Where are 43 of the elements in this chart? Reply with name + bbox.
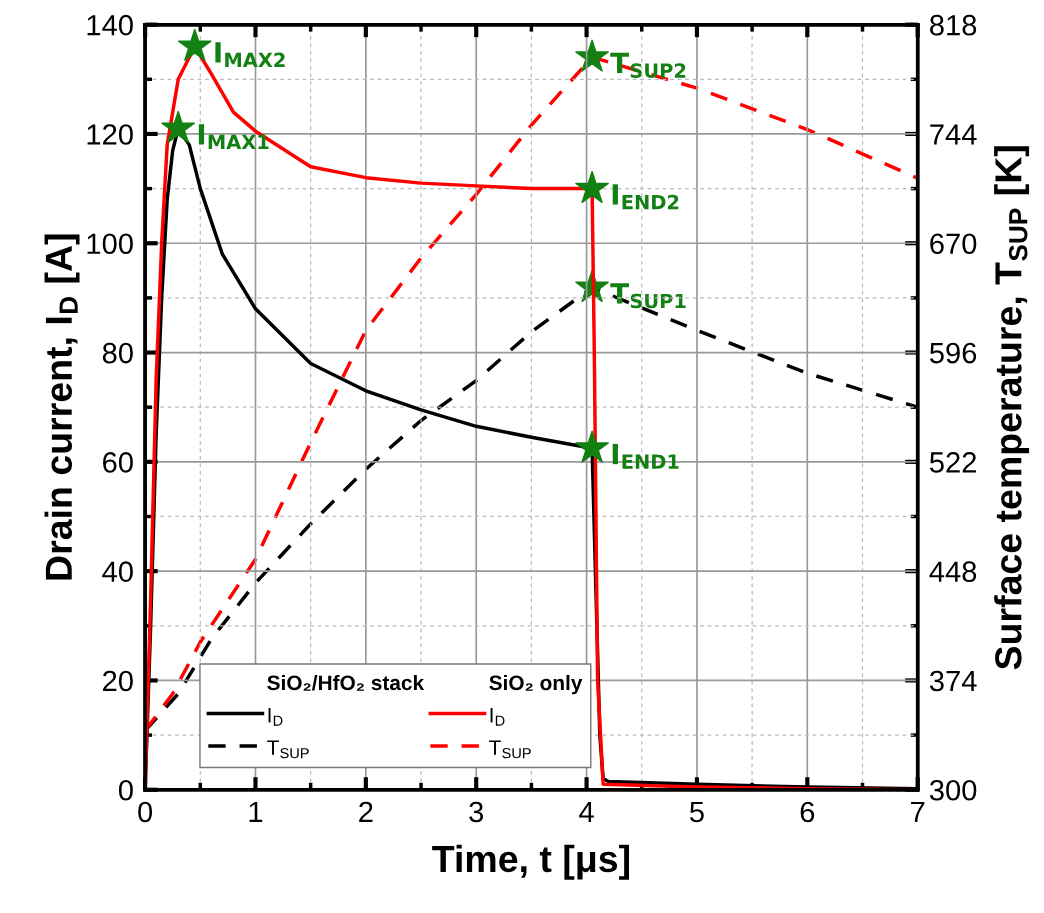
y-tick-label: 120 [87,124,133,145]
y2-tick-label: 596 [929,342,977,364]
series-label: I$_{MAX2}$ [215,42,285,68]
x-tick-label: 3 [469,801,484,823]
x-tick-label: 2 [359,801,373,822]
y-tick-label: 20 [103,670,133,692]
y2-axis-title: Surface temperature, T$_{SUP}$ [K] [994,146,1030,670]
point [161,110,196,143]
y2-tick-label: 744 [930,124,977,145]
legend-label: T$_{SUP}$ [267,740,309,759]
y2-tick-label: 670 [930,233,977,255]
point [177,28,212,61]
y-tick-label: 140 [87,14,133,36]
y2-tick-label: 818 [930,14,977,36]
series-label: T$_{SUP2}$ [610,52,686,78]
y2-tick-label: 374 [929,670,977,692]
annotation: SiO₂/HfO₂ stack [267,674,425,691]
series-label: T$_{SUP1}$ [610,283,686,309]
y-tick-label: 80 [102,342,133,364]
x-tick-label: 1 [249,801,263,822]
annotation: SiO₂ only [489,674,583,695]
y-tick-label: 100 [87,233,133,255]
x-tick-label: 5 [690,801,704,823]
y-tick-label: 60 [103,452,133,473]
y-tick-label: 40 [102,561,133,582]
x-tick-label: 7 [911,801,925,822]
y2-tick-label: 522 [929,452,976,473]
y2-tick-label: 300 [929,779,977,801]
y-tick-label: 0 [118,779,133,801]
series-label: I$_{END2}$ [612,184,679,210]
x-tick-label: 6 [800,801,815,823]
x-tick-label: 0 [138,801,153,823]
x-axis-title: Time, t [μs] [432,844,629,880]
point [575,170,609,204]
legend-label: I$_{D}$ [268,708,283,726]
legend-label: T$_{SUP}$ [489,740,531,759]
x-tick-label: 4 [579,801,594,822]
y-axis-title: Drain current, I$_{D}$ [A] [44,234,80,580]
legend-label: I$_{D}$ [490,708,505,726]
series-label: I$_{MAX1}$ [198,124,269,150]
point [575,430,609,463]
y2-tick-label: 448 [929,561,977,582]
series-label: I$_{END1}$ [612,443,679,469]
